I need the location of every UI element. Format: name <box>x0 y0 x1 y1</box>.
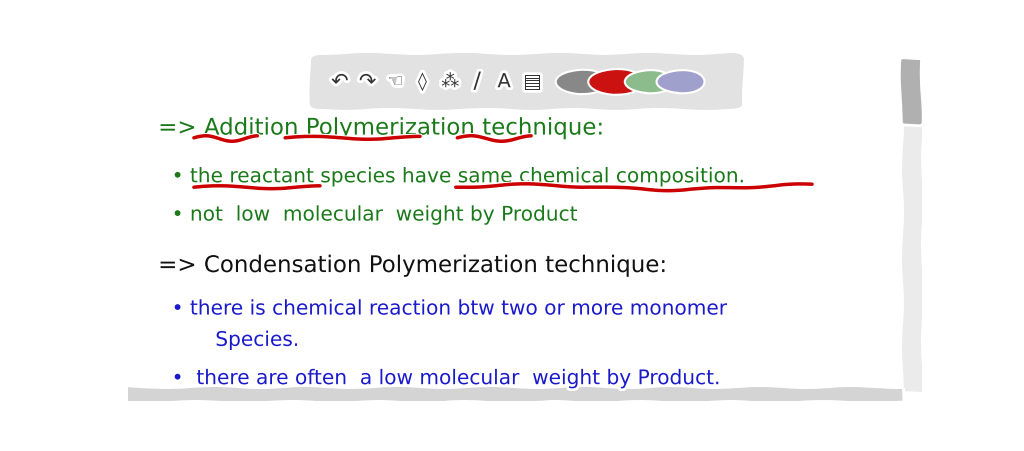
FancyBboxPatch shape <box>902 64 922 391</box>
FancyBboxPatch shape <box>902 60 921 124</box>
Circle shape <box>589 71 640 94</box>
Text: • not  low  molecular  weight by Product: • not low molecular weight by Product <box>172 206 578 225</box>
Text: •  there are often  a low molecular  weight by Product.: • there are often a low molecular weight… <box>172 369 722 388</box>
Text: ↶: ↶ <box>331 73 348 92</box>
Text: ◊: ◊ <box>418 73 427 92</box>
Circle shape <box>657 73 701 92</box>
Text: Species.: Species. <box>215 331 299 350</box>
FancyBboxPatch shape <box>128 388 902 401</box>
Text: ▤: ▤ <box>523 73 542 92</box>
FancyBboxPatch shape <box>310 55 743 110</box>
Circle shape <box>626 73 670 92</box>
Text: ⁂: ⁂ <box>441 74 459 92</box>
Text: ↷: ↷ <box>359 73 377 92</box>
Text: • the reactant species have same chemical composition.: • the reactant species have same chemica… <box>172 168 746 187</box>
Text: A: A <box>498 73 511 92</box>
Circle shape <box>557 72 604 93</box>
Text: => Addition Polymerization technique:: => Addition Polymerization technique: <box>158 117 603 140</box>
Text: • there is chemical reaction btw two or more monomer: • there is chemical reaction btw two or … <box>172 300 729 319</box>
Text: ☜: ☜ <box>387 74 403 92</box>
Text: /: / <box>473 73 481 92</box>
Text: => Condensation Polymerization technique:: => Condensation Polymerization technique… <box>158 254 667 277</box>
